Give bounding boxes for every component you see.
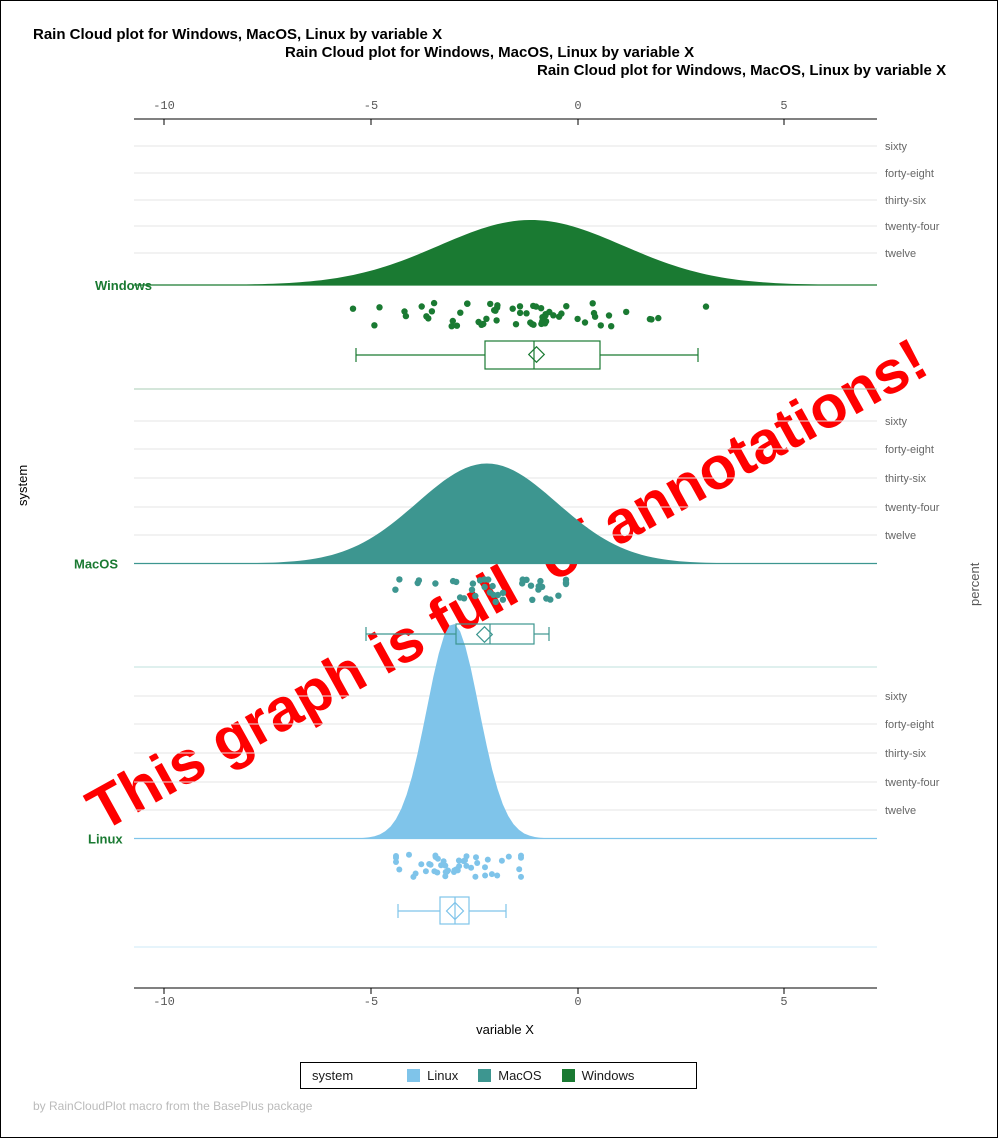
- svg-text:variable X: variable X: [476, 1022, 534, 1037]
- svg-text:0: 0: [574, 995, 581, 1009]
- svg-text:5: 5: [780, 99, 787, 113]
- svg-text:forty-eight: forty-eight: [885, 444, 934, 456]
- svg-text:sixty: sixty: [885, 141, 908, 153]
- svg-text:-5: -5: [364, 99, 378, 113]
- svg-text:twenty-four: twenty-four: [885, 221, 940, 233]
- svg-text:twelve: twelve: [885, 530, 916, 542]
- svg-text:0: 0: [574, 99, 581, 113]
- svg-text:MacOS: MacOS: [74, 557, 118, 572]
- svg-text:thirty-six: thirty-six: [885, 473, 926, 485]
- svg-text:twenty-four: twenty-four: [885, 777, 940, 789]
- svg-text:Linux: Linux: [88, 832, 123, 847]
- svg-text:-10: -10: [153, 99, 175, 113]
- svg-text:5: 5: [780, 995, 787, 1009]
- svg-text:twelve: twelve: [885, 805, 916, 817]
- svg-text:thirty-six: thirty-six: [885, 748, 926, 760]
- svg-text:-10: -10: [153, 995, 175, 1009]
- svg-text:twelve: twelve: [885, 248, 916, 260]
- svg-text:twenty-four: twenty-four: [885, 502, 940, 514]
- svg-text:forty-eight: forty-eight: [885, 719, 934, 731]
- svg-text:forty-eight: forty-eight: [885, 168, 934, 180]
- svg-text:-5: -5: [364, 995, 378, 1009]
- svg-text:Windows: Windows: [95, 278, 152, 293]
- svg-text:sixty: sixty: [885, 416, 908, 428]
- svg-text:thirty-six: thirty-six: [885, 195, 926, 207]
- svg-text:sixty: sixty: [885, 691, 908, 703]
